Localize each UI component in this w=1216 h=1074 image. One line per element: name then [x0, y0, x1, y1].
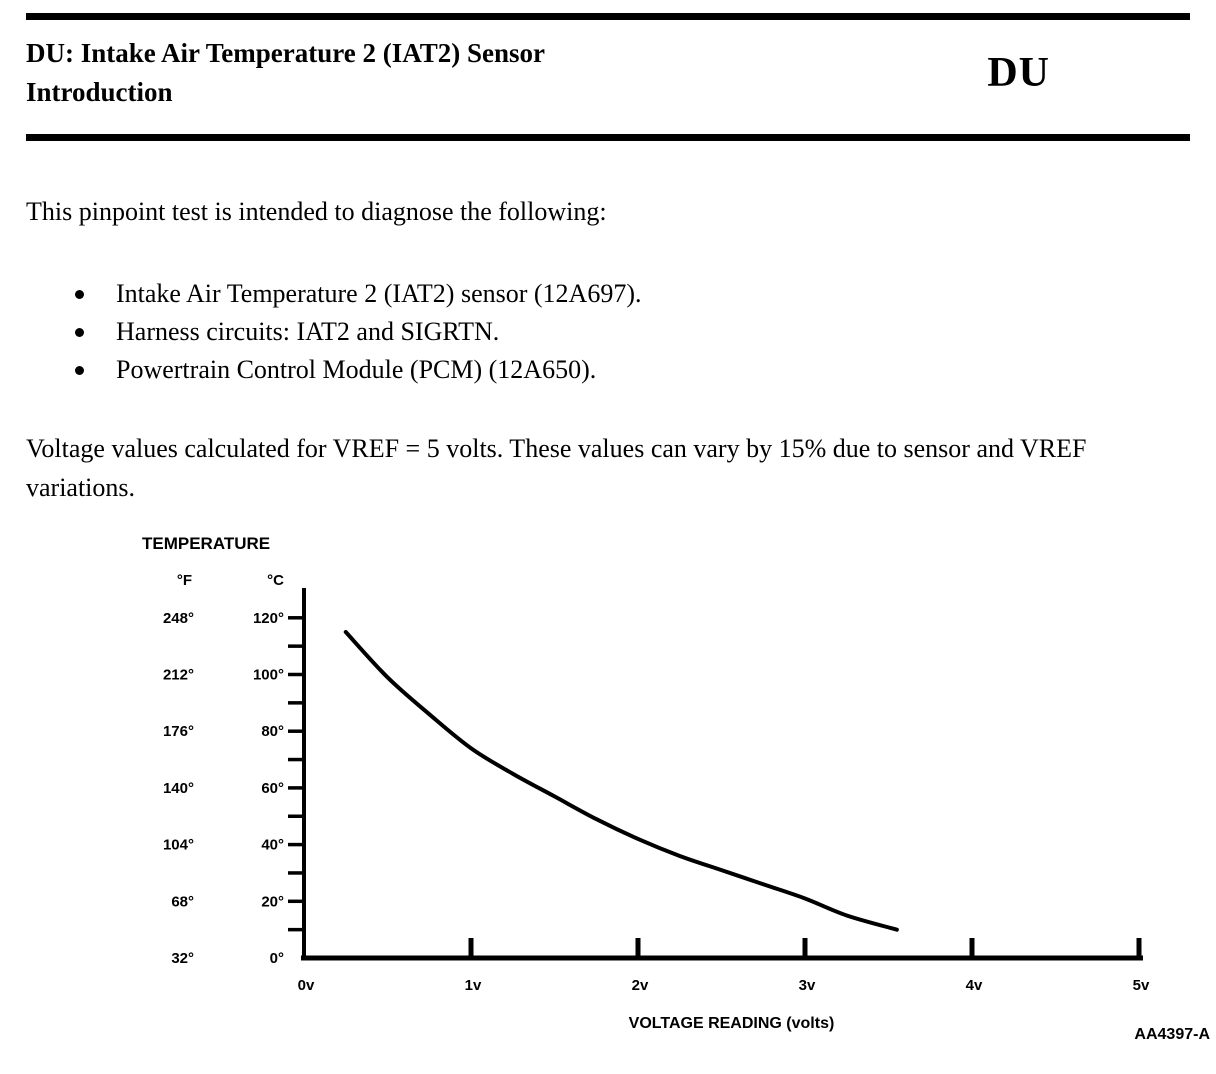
bullet-icon [75, 366, 84, 375]
top-rule [26, 13, 1190, 20]
page-title: DU: Intake Air Temperature 2 (IAT2) Sens… [26, 34, 545, 112]
celsius-label: 20° [261, 893, 284, 910]
celsius-label: 100° [253, 667, 284, 684]
list-item: Powertrain Control Module (PCM) (12A650)… [26, 351, 1190, 389]
section-code: DU [987, 50, 1050, 96]
celsius-label: 0° [270, 950, 284, 967]
list-item: Intake Air Temperature 2 (IAT2) sensor (… [26, 275, 1190, 313]
note-paragraph: Voltage values calculated for VREF = 5 v… [26, 434, 1087, 502]
header-rule [26, 134, 1190, 141]
fahrenheit-header: °F [177, 572, 192, 589]
page-title-line1: DU: Intake Air Temperature 2 (IAT2) Sens… [26, 38, 545, 68]
sensor-curve-chart: TEMPERATURE °F °C 248° 120° 212° 100° 176° 80° 14… [142, 534, 1210, 1043]
fahrenheit-label: 212° [163, 667, 194, 684]
list-item-text: Harness circuits: IAT2 and SIGRTN. [116, 317, 500, 346]
x-axis-title: VOLTAGE READING (volts) [629, 1015, 835, 1032]
chart-title: TEMPERATURE [142, 534, 270, 553]
x-tick-label: 1v [465, 977, 482, 994]
celsius-label: 120° [253, 610, 284, 627]
celsius-header: °C [267, 572, 284, 589]
list-item-text: Powertrain Control Module (PCM) (12A650)… [116, 355, 597, 384]
document-page: DU: Intake Air Temperature 2 (IAT2) Sens… [0, 13, 1216, 1045]
celsius-label: 60° [261, 780, 284, 797]
celsius-label: 40° [261, 837, 284, 854]
page-title-line2: Introduction [26, 77, 173, 107]
sensor-response-curve [343, 629, 899, 932]
fahrenheit-label: 140° [163, 780, 194, 797]
x-tick-label: 2v [632, 977, 649, 994]
fahrenheit-label: 32° [171, 950, 194, 967]
x-tick-label: 0v [298, 977, 315, 994]
celsius-label: 80° [261, 723, 284, 740]
x-tick-label: 3v [799, 977, 816, 994]
x-tick-label: 4v [966, 977, 983, 994]
fahrenheit-label: 176° [163, 723, 194, 740]
fahrenheit-label: 248° [163, 610, 194, 627]
page-header: DU: Intake Air Temperature 2 (IAT2) Sens… [26, 20, 1190, 134]
diagnosis-list: Intake Air Temperature 2 (IAT2) sensor (… [26, 275, 1190, 389]
x-tick-label: 5v [1133, 977, 1150, 994]
bullet-icon [75, 328, 84, 337]
fahrenheit-label: 104° [163, 837, 194, 854]
figure-ref-code: AA4397-A [1134, 1026, 1210, 1043]
sensor-curve-figure: TEMPERATURE °F °C 248° 120° 212° 100° 176° 80° 14… [26, 533, 1210, 1045]
list-item: Harness circuits: IAT2 and SIGRTN. [26, 313, 1190, 351]
intro-paragraph: This pinpoint test is intended to diagno… [26, 197, 607, 226]
fahrenheit-label: 68° [171, 893, 194, 910]
bullet-icon [75, 290, 84, 299]
list-item-text: Intake Air Temperature 2 (IAT2) sensor (… [116, 279, 642, 308]
